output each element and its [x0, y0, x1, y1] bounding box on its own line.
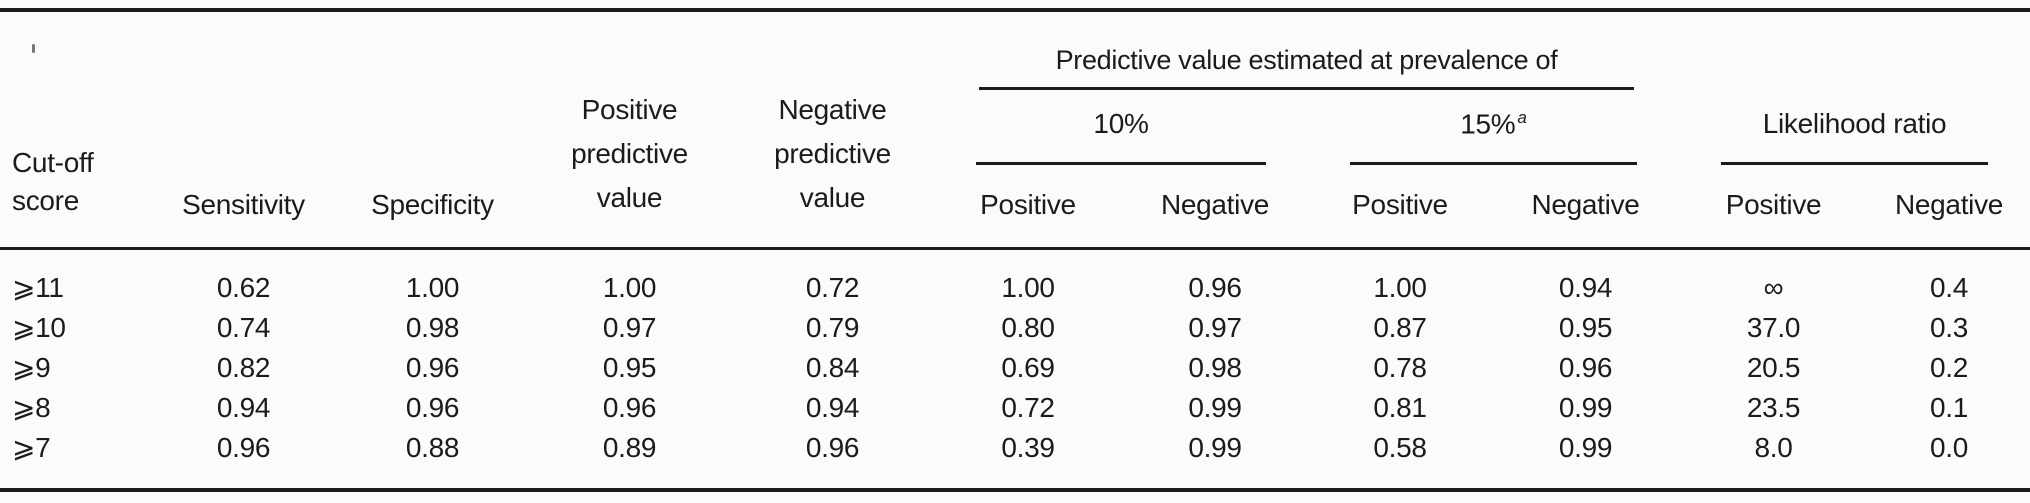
group-header-prevalence-15: 15% a — [1460, 107, 1527, 139]
group-rule-lr — [1679, 146, 2030, 168]
cell-10-negative: 0.99 — [1122, 427, 1308, 492]
cell-specificity: 0.96 — [405, 391, 460, 423]
spanner-header-rule — [979, 87, 1635, 90]
table-body: ⩾11 0.62 1.00 1.00 0.72 1.00 0.96 1.00 0… — [0, 248, 2030, 492]
cell-15-positive: 1.00 — [1373, 271, 1427, 303]
cell-cutoff: ⩾7 — [0, 427, 150, 492]
col-header-positive-predictive-value: Positive predictive value — [528, 10, 731, 250]
cell-npv: 0.96 — [731, 427, 934, 492]
spanner-header-label: Predictive value estimated at prevalence… — [1055, 45, 1558, 75]
cell-10-positive: 1.00 — [1001, 271, 1055, 303]
table-header: Cut-off score Sensitivity Specificity Po… — [0, 10, 2030, 250]
cell-lr-negative: 0.0 — [1868, 427, 2030, 492]
subheader-10-positive: Positive — [934, 168, 1122, 250]
cell-cutoff: ⩾10 — [12, 312, 66, 343]
cell-10-positive: 0.69 — [1001, 351, 1055, 383]
cell-sensitivity: 0.82 — [216, 351, 271, 383]
cell-cutoff: ⩾8 — [12, 392, 51, 423]
cell-15-positive: 0.58 — [1308, 427, 1492, 492]
cell-lr-positive: 8.0 — [1679, 427, 1869, 492]
diagnostic-accuracy-table: Cut-off score Sensitivity Specificity Po… — [0, 8, 2030, 492]
col-header-cutoff-score: Cut-off score — [0, 10, 150, 250]
cell-lr-positive: 23.5 — [1746, 391, 1801, 423]
cell-ppv: 0.97 — [602, 311, 657, 343]
cell-15-negative: 0.96 — [1558, 351, 1613, 383]
table-row: ⩾7 0.96 0.88 0.89 0.96 0.39 0.99 0.58 0.… — [0, 427, 2030, 492]
cell-10-positive: 0.72 — [1001, 391, 1055, 423]
cell-lr-negative: 0.4 — [1930, 271, 1969, 303]
cell-15-positive: 0.81 — [1373, 391, 1427, 423]
cell-ppv: 0.96 — [602, 391, 657, 423]
cell-15-positive: 0.78 — [1373, 351, 1427, 383]
cell-10-negative: 0.96 — [1188, 271, 1242, 303]
subheader-lr-negative: Negative — [1868, 168, 2030, 250]
cell-sensitivity: 0.94 — [216, 391, 271, 423]
col-header-negative-predictive-value: Negative predictive value — [731, 10, 934, 250]
cell-specificity: 0.98 — [405, 311, 460, 343]
cell-cutoff: ⩾11 — [12, 272, 64, 303]
cell-npv: 0.72 — [805, 271, 860, 303]
cell-10-negative: 0.97 — [1188, 311, 1242, 343]
scan-artifact-speck — [32, 44, 35, 53]
group-rule-10 — [934, 146, 1308, 168]
cell-sensitivity: 0.74 — [216, 311, 271, 343]
spanner-header-predictive-value: Predictive value estimated at prevalence… — [934, 10, 1679, 90]
cell-ppv: 0.89 — [528, 427, 731, 492]
cell-10-negative: 0.98 — [1188, 351, 1242, 383]
cell-lr-negative: 0.3 — [1930, 311, 1969, 343]
group-header-likelihood-ratio: Likelihood ratio — [1762, 108, 1947, 139]
subheader-15-positive: Positive — [1308, 168, 1492, 250]
cell-lr-negative: 0.1 — [1930, 391, 1969, 423]
cell-lr-negative: 0.2 — [1930, 351, 1969, 383]
footnote-marker-a: a — [1517, 107, 1527, 127]
cell-cutoff: ⩾9 — [12, 352, 51, 383]
cell-10-positive: 0.39 — [934, 427, 1122, 492]
col-header-specificity: Specificity — [337, 10, 528, 250]
table-row: ⩾9 0.82 0.96 0.95 0.84 0.69 0.98 0.78 0.… — [0, 348, 2030, 388]
cell-lr-positive: 37.0 — [1746, 311, 1801, 343]
cell-specificity: 1.00 — [405, 271, 460, 303]
cell-15-negative: 0.95 — [1558, 311, 1613, 343]
cell-ppv: 1.00 — [602, 271, 657, 303]
header-blank-cell — [1679, 10, 2030, 90]
table-row: ⩾11 0.62 1.00 1.00 0.72 1.00 0.96 1.00 0… — [0, 248, 2030, 308]
cell-sensitivity: 0.62 — [216, 271, 271, 303]
table-row: ⩾10 0.74 0.98 0.97 0.79 0.80 0.97 0.87 0… — [0, 308, 2030, 348]
cell-npv: 0.79 — [805, 311, 860, 343]
col-header-sensitivity: Sensitivity — [150, 10, 337, 250]
cell-npv: 0.94 — [805, 391, 860, 423]
subheader-lr-positive: Positive — [1679, 168, 1869, 250]
subheader-10-negative: Negative — [1122, 168, 1308, 250]
cell-specificity: 0.96 — [405, 351, 460, 383]
cell-npv: 0.84 — [805, 351, 860, 383]
cell-15-positive: 0.87 — [1373, 311, 1427, 343]
cell-10-positive: 0.80 — [1001, 311, 1055, 343]
group-rule-15 — [1308, 146, 1679, 168]
cell-specificity: 0.88 — [337, 427, 528, 492]
table-row: ⩾8 0.94 0.96 0.96 0.94 0.72 0.99 0.81 0.… — [0, 388, 2030, 428]
cell-15-negative: 0.99 — [1492, 427, 1680, 492]
cell-sensitivity: 0.96 — [150, 427, 337, 492]
group-header-prevalence-10: 10% — [1093, 108, 1149, 139]
cell-ppv: 0.95 — [602, 351, 657, 383]
cell-15-negative: 0.94 — [1558, 271, 1613, 303]
cell-lr-positive: 20.5 — [1746, 351, 1801, 383]
cell-15-negative: 0.99 — [1558, 391, 1613, 423]
subheader-15-negative: Negative — [1492, 168, 1680, 250]
cell-lr-positive: ∞ — [1763, 271, 1784, 303]
cell-10-negative: 0.99 — [1188, 391, 1242, 423]
